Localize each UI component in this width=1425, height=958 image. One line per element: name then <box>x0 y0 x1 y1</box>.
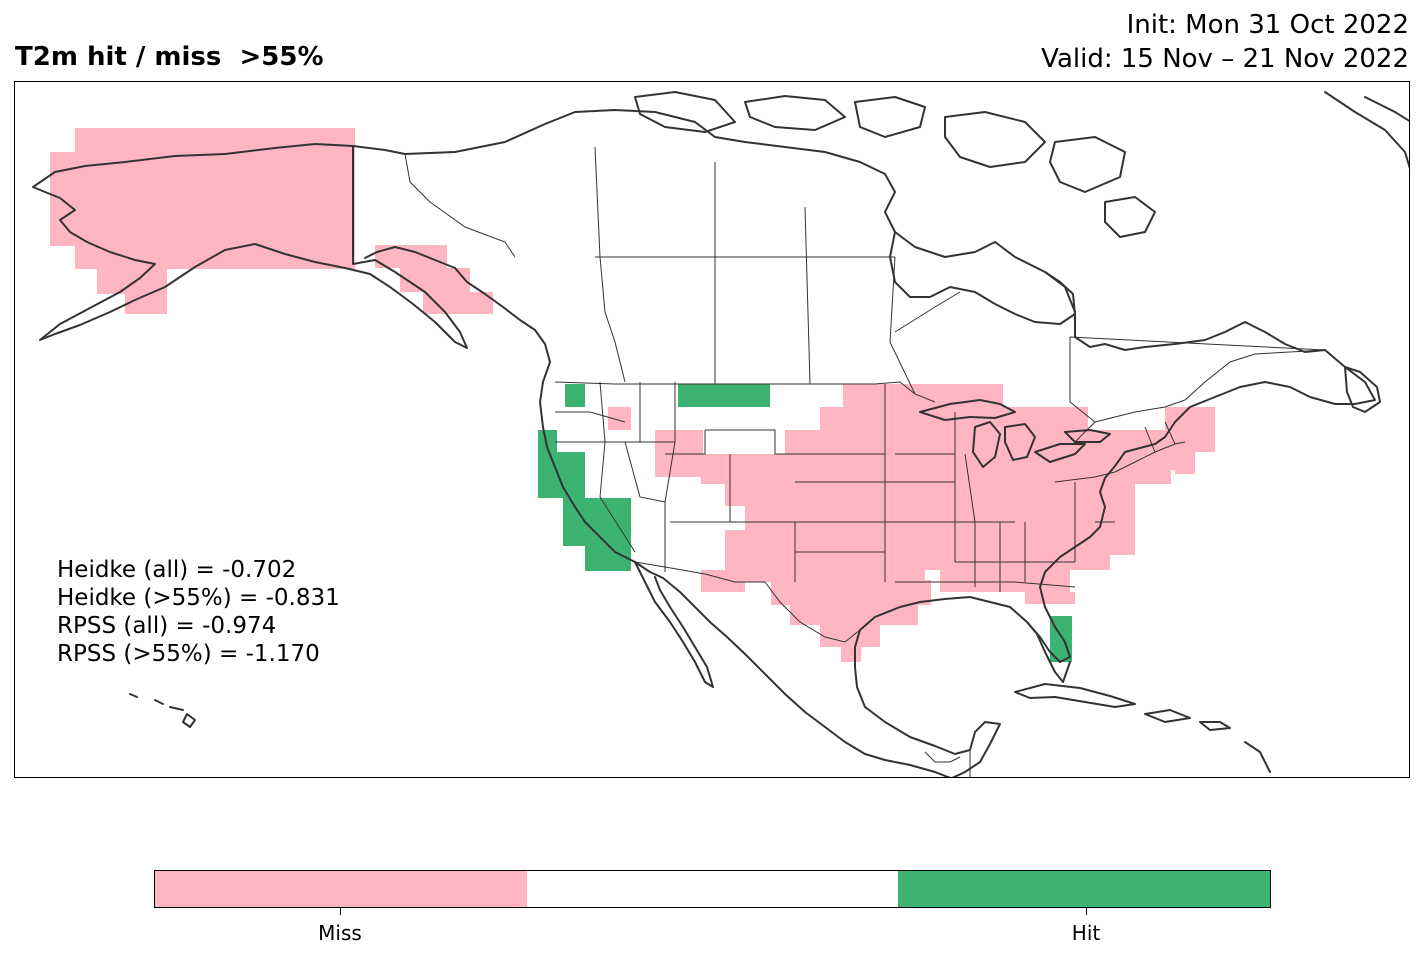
border-canada-provinces <box>404 146 1326 423</box>
valid-range: Valid: 15 Nov – 21 Nov 2022 <box>1041 44 1409 74</box>
cell-california-nevada <box>585 546 631 571</box>
coast-hudson-bay <box>889 231 1076 325</box>
cell-alaska-panhandle <box>400 268 470 292</box>
cell-central-and-eastern-united-states <box>725 484 1135 506</box>
coast-baja <box>634 561 714 688</box>
coastlines <box>32 91 1409 777</box>
colorbar-label-hit: Hit <box>1071 921 1101 945</box>
coast-caribbean <box>1014 683 1271 773</box>
rpss-all: RPSS (all) = -0.974 <box>57 613 277 639</box>
cell-central-and-eastern-united-states <box>1025 592 1075 604</box>
border-us-states <box>555 381 1186 592</box>
run-info: Init: Mon 31 Oct 2022 Valid: 15 Nov – 21… <box>1041 8 1409 76</box>
cell-california-nevada <box>555 452 585 498</box>
map-title: T2m hit / miss >55% <box>15 42 324 72</box>
cell-california-nevada <box>538 430 557 498</box>
cell-central-and-eastern-united-states <box>725 555 1110 570</box>
hit-miss-cells <box>50 128 1215 662</box>
cell-central-and-eastern-united-states <box>745 570 925 582</box>
skill-scores: Heidke (all) = -0.702 Heidke (>55%) = -0… <box>57 556 340 668</box>
colorbar <box>154 870 1271 908</box>
cell-texas <box>771 580 931 605</box>
map-panel <box>14 81 1410 778</box>
map-svg <box>32 91 1409 777</box>
coast-great-lakes <box>919 399 1111 468</box>
cell-alaska-panhandle <box>423 292 493 314</box>
political-borders <box>352 146 1326 777</box>
init-date: Init: Mon 31 Oct 2022 <box>1126 10 1409 40</box>
cell-texas <box>701 570 745 592</box>
cell-central-and-eastern-united-states <box>843 384 1003 407</box>
colorbar-miss <box>155 871 527 907</box>
border-us-canada <box>554 349 1326 443</box>
coast-greenland <box>1324 91 1409 169</box>
colorbar-neutral <box>526 871 899 907</box>
cell-central-and-eastern-united-states <box>940 570 1070 592</box>
cell-alaska <box>75 128 355 269</box>
colorbar-hit <box>898 871 1271 907</box>
colorbar-tick-hit <box>1086 908 1087 915</box>
colorbar-label-miss: Miss <box>318 921 362 945</box>
heidke-55: Heidke (>55%) = -0.831 <box>57 585 340 611</box>
cell-northern-idaho-montana <box>608 407 631 430</box>
cell-northern-montana <box>678 384 770 407</box>
coast-florida <box>1026 621 1071 683</box>
border-central-america <box>924 750 971 777</box>
coast-arctic-islands <box>634 91 1156 238</box>
border-us-mexico <box>634 561 861 643</box>
coast-newfoundland <box>1344 366 1381 413</box>
coast-hawaii <box>129 693 196 728</box>
heidke-all: Heidke (all) = -0.702 <box>57 557 297 583</box>
cell-central-and-eastern-united-states <box>745 506 1135 530</box>
border-alaska-canada <box>352 146 396 273</box>
cell-alaska <box>125 292 167 314</box>
cell-western-washington <box>565 384 585 407</box>
cell-alaska-panhandle <box>375 245 447 268</box>
cell-northeast-united-states <box>1175 452 1195 474</box>
colorbar-tick-miss <box>340 908 341 915</box>
rpss-55: RPSS (>55%) = -1.170 <box>57 641 320 667</box>
coast-alaska <box>32 143 468 349</box>
coast-west <box>364 246 951 777</box>
coast-north-america <box>352 109 1376 777</box>
cell-alaska <box>97 269 167 294</box>
cell-central-and-eastern-united-states <box>725 530 1135 555</box>
